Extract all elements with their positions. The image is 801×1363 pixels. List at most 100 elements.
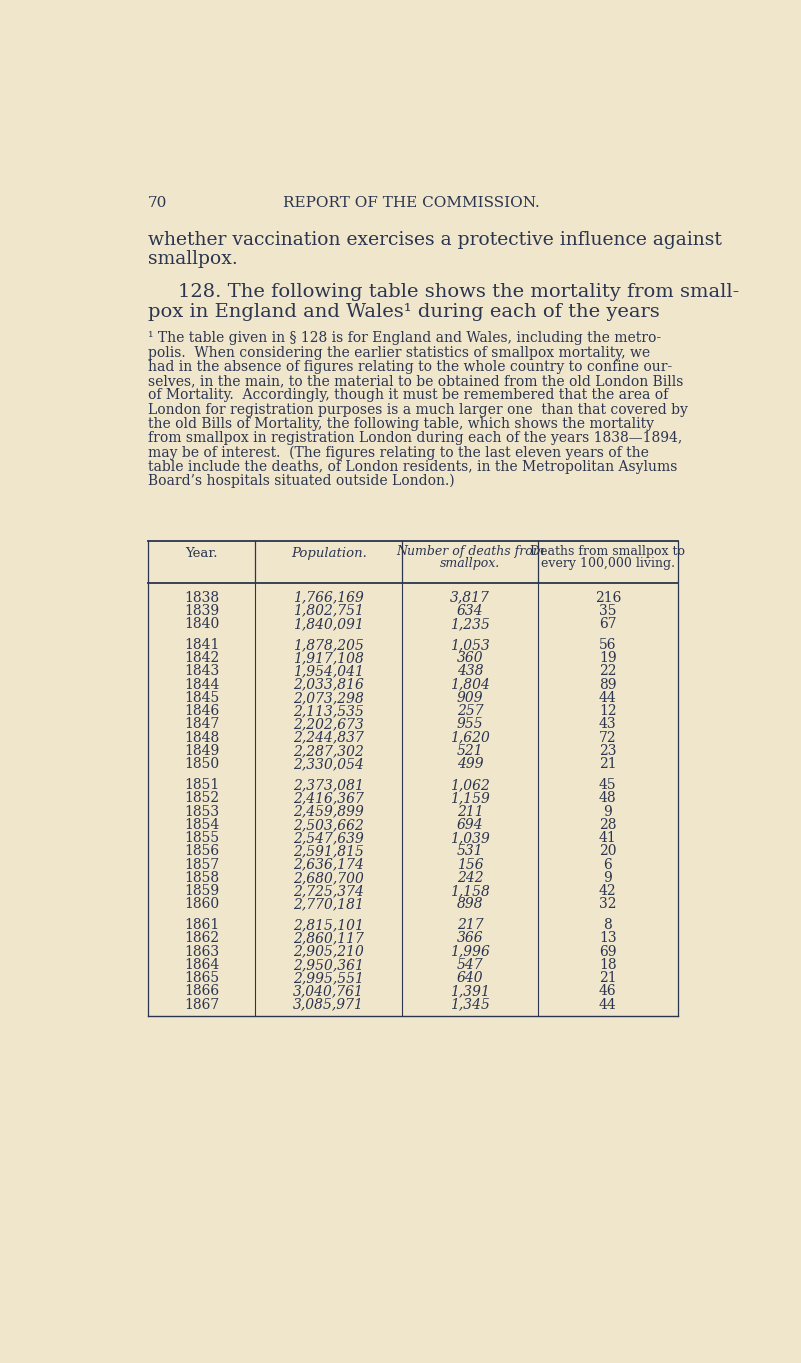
Text: 547: 547 bbox=[457, 958, 484, 972]
Text: 1847: 1847 bbox=[184, 717, 219, 732]
Text: 1853: 1853 bbox=[184, 804, 219, 819]
Text: 18: 18 bbox=[599, 958, 617, 972]
Text: 2,547,639: 2,547,639 bbox=[293, 831, 364, 845]
Text: 2,950,361: 2,950,361 bbox=[293, 958, 364, 972]
Text: 41: 41 bbox=[599, 831, 617, 845]
Text: 1844: 1844 bbox=[184, 677, 219, 691]
Text: 3,085,971: 3,085,971 bbox=[293, 998, 364, 1011]
Text: 1848: 1848 bbox=[184, 731, 219, 744]
Text: 1863: 1863 bbox=[184, 945, 219, 958]
Text: 3,040,761: 3,040,761 bbox=[293, 984, 364, 999]
Text: 2,373,081: 2,373,081 bbox=[293, 778, 364, 792]
Text: polis.  When considering the earlier statistics of smallpox mortality, we: polis. When considering the earlier stat… bbox=[148, 346, 650, 360]
Text: 2,244,837: 2,244,837 bbox=[293, 731, 364, 744]
Text: 1855: 1855 bbox=[184, 831, 219, 845]
Text: 43: 43 bbox=[599, 717, 617, 732]
Text: 242: 242 bbox=[457, 871, 484, 885]
Text: smallpox.: smallpox. bbox=[148, 249, 238, 267]
Text: 45: 45 bbox=[599, 778, 617, 792]
Text: 1852: 1852 bbox=[184, 792, 219, 806]
Text: 1862: 1862 bbox=[184, 931, 219, 946]
Text: 1867: 1867 bbox=[184, 998, 219, 1011]
Text: Deaths from smallpox to: Deaths from smallpox to bbox=[530, 545, 685, 559]
Text: 2,330,054: 2,330,054 bbox=[293, 758, 364, 771]
Text: 3,817: 3,817 bbox=[450, 590, 490, 605]
Text: 2,725,374: 2,725,374 bbox=[293, 885, 364, 898]
Text: 1856: 1856 bbox=[184, 844, 219, 859]
Text: 1,954,041: 1,954,041 bbox=[293, 664, 364, 679]
Text: 2,202,673: 2,202,673 bbox=[293, 717, 364, 732]
Text: may be of interest.  (The figures relating to the last eleven years of the: may be of interest. (The figures relatin… bbox=[148, 446, 649, 459]
Text: 28: 28 bbox=[599, 818, 617, 831]
Text: 1843: 1843 bbox=[184, 664, 219, 679]
Text: 1,804: 1,804 bbox=[450, 677, 490, 691]
Text: 1841: 1841 bbox=[184, 638, 219, 652]
Text: 1,062: 1,062 bbox=[450, 778, 490, 792]
Text: 21: 21 bbox=[599, 758, 617, 771]
Text: 1858: 1858 bbox=[184, 871, 219, 885]
Text: 9: 9 bbox=[603, 804, 612, 819]
Text: 531: 531 bbox=[457, 844, 484, 859]
Text: 48: 48 bbox=[599, 792, 617, 806]
Text: 1,235: 1,235 bbox=[450, 617, 490, 631]
Text: 2,459,899: 2,459,899 bbox=[293, 804, 364, 819]
Text: 2,905,210: 2,905,210 bbox=[293, 945, 364, 958]
Text: 1,802,751: 1,802,751 bbox=[293, 604, 364, 617]
Text: 499: 499 bbox=[457, 758, 484, 771]
Text: 216: 216 bbox=[594, 590, 621, 605]
Text: pox in England and Wales¹ during each of the years: pox in England and Wales¹ during each of… bbox=[148, 303, 660, 320]
Text: 360: 360 bbox=[457, 652, 484, 665]
Text: 1866: 1866 bbox=[184, 984, 219, 999]
Text: 257: 257 bbox=[457, 705, 484, 718]
Text: 521: 521 bbox=[457, 744, 484, 758]
Text: 1,391: 1,391 bbox=[450, 984, 490, 999]
Text: 2,770,181: 2,770,181 bbox=[293, 897, 364, 912]
Text: 898: 898 bbox=[457, 897, 484, 912]
Text: 1865: 1865 bbox=[184, 972, 219, 985]
Text: 1840: 1840 bbox=[184, 617, 219, 631]
Text: 2,591,815: 2,591,815 bbox=[293, 844, 364, 859]
Text: 32: 32 bbox=[599, 897, 617, 912]
Text: 1,620: 1,620 bbox=[450, 731, 490, 744]
Text: 2,636,174: 2,636,174 bbox=[293, 857, 364, 871]
Text: 1861: 1861 bbox=[184, 919, 219, 932]
Text: 56: 56 bbox=[599, 638, 617, 652]
Text: of Mortality.  Accordingly, though it must be remembered that the area of: of Mortality. Accordingly, though it mus… bbox=[148, 388, 668, 402]
Text: 366: 366 bbox=[457, 931, 484, 946]
Text: 1854: 1854 bbox=[184, 818, 219, 831]
Text: 1,158: 1,158 bbox=[450, 885, 490, 898]
Text: 69: 69 bbox=[599, 945, 617, 958]
Text: London for registration purposes is a much larger one  than that covered by: London for registration purposes is a mu… bbox=[148, 402, 688, 417]
Text: 1,159: 1,159 bbox=[450, 792, 490, 806]
Text: 70: 70 bbox=[148, 196, 167, 210]
Text: 12: 12 bbox=[599, 705, 617, 718]
Text: 20: 20 bbox=[599, 844, 617, 859]
Text: 1860: 1860 bbox=[184, 897, 219, 912]
Text: had in the absence of figures relating to the whole country to confine our-: had in the absence of figures relating t… bbox=[148, 360, 672, 373]
Text: 22: 22 bbox=[599, 664, 617, 679]
Text: 2,995,551: 2,995,551 bbox=[293, 972, 364, 985]
Text: 8: 8 bbox=[603, 919, 612, 932]
Text: from smallpox in registration London during each of the years 1838—1894,: from smallpox in registration London dur… bbox=[148, 431, 682, 446]
Text: 1857: 1857 bbox=[184, 857, 219, 871]
Text: REPORT OF THE COMMISSION.: REPORT OF THE COMMISSION. bbox=[283, 196, 539, 210]
Text: 211: 211 bbox=[457, 804, 484, 819]
Text: 1,766,169: 1,766,169 bbox=[293, 590, 364, 605]
Text: 438: 438 bbox=[457, 664, 484, 679]
Text: 2,503,662: 2,503,662 bbox=[293, 818, 364, 831]
Text: 21: 21 bbox=[599, 972, 617, 985]
Text: 2,113,535: 2,113,535 bbox=[293, 705, 364, 718]
Text: 909: 909 bbox=[457, 691, 484, 705]
Text: 1849: 1849 bbox=[184, 744, 219, 758]
Text: 46: 46 bbox=[599, 984, 617, 999]
Text: 1850: 1850 bbox=[184, 758, 219, 771]
Text: 89: 89 bbox=[599, 677, 617, 691]
Text: 23: 23 bbox=[599, 744, 617, 758]
Text: 1864: 1864 bbox=[184, 958, 219, 972]
Text: 694: 694 bbox=[457, 818, 484, 831]
Text: Population.: Population. bbox=[291, 547, 367, 560]
Text: Year.: Year. bbox=[185, 547, 218, 560]
Text: every 100,000 living.: every 100,000 living. bbox=[541, 557, 674, 570]
Text: 217: 217 bbox=[457, 919, 484, 932]
Text: 67: 67 bbox=[599, 617, 617, 631]
